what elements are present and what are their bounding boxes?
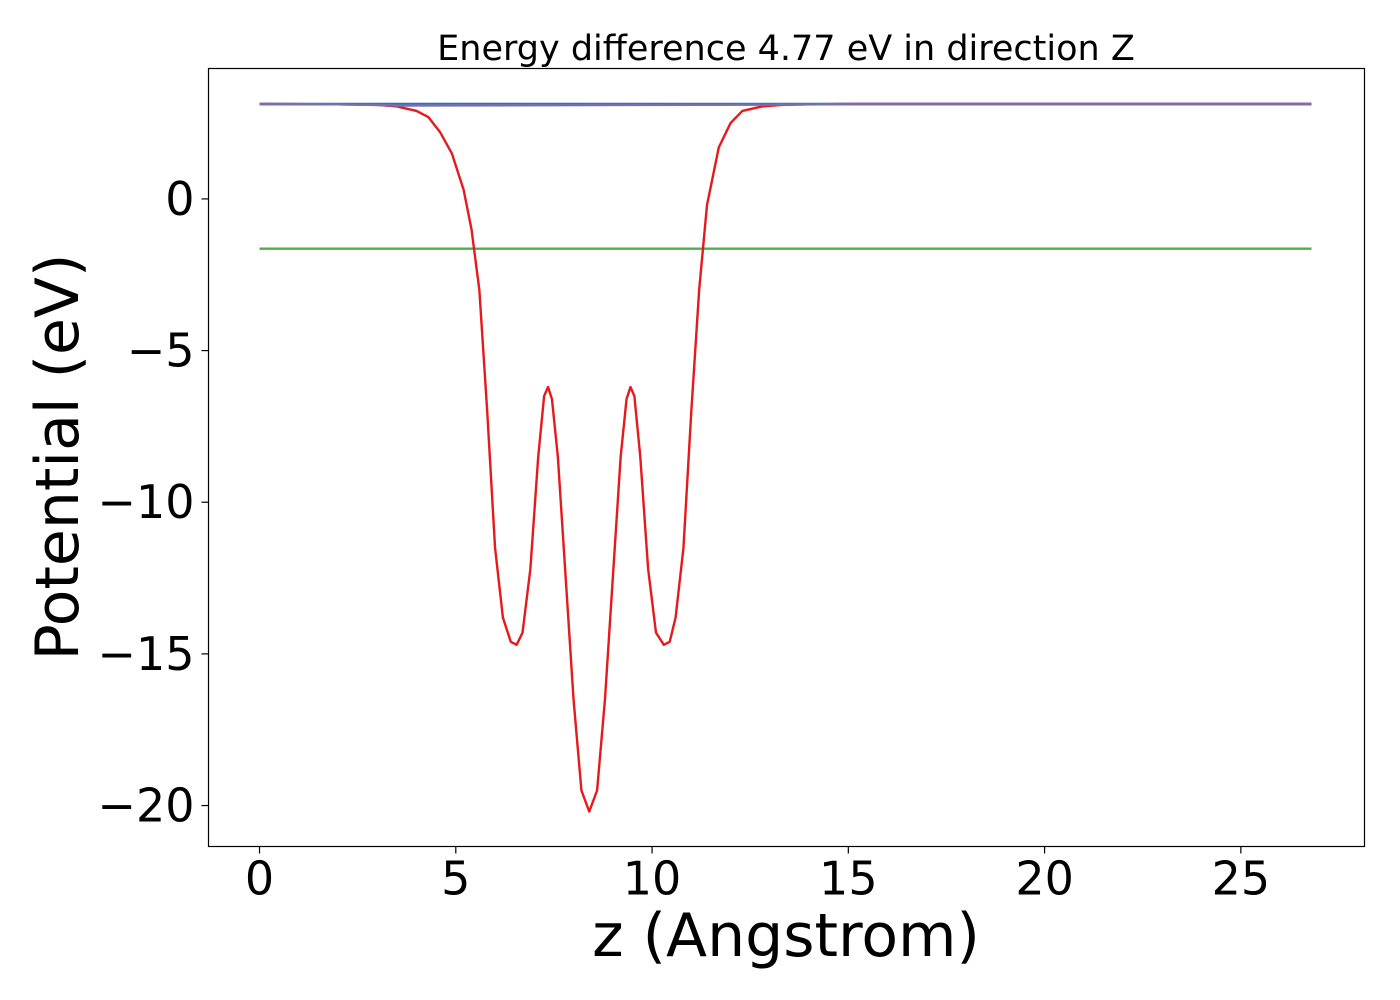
x-tick-label: 5 bbox=[441, 852, 470, 906]
x-tick-label: 0 bbox=[245, 852, 274, 906]
y-axis-label: Potential (eV) bbox=[23, 254, 93, 661]
y-tick-label: −20 bbox=[97, 779, 194, 833]
x-tick-label: 15 bbox=[819, 852, 878, 906]
plot-frame bbox=[207, 67, 1366, 848]
x-axis-label: z (Angstrom) bbox=[592, 901, 980, 971]
x-axis: 0 5 10 15 20 25 bbox=[245, 846, 1271, 906]
x-tick-label: 10 bbox=[623, 852, 682, 906]
y-tick-label: −15 bbox=[97, 627, 194, 681]
series-line-3 bbox=[259, 102, 1312, 813]
y-axis: 0 −5 −10 −15 −20 bbox=[97, 172, 209, 833]
chart-title: Energy difference 4.77 eV in direction Z bbox=[437, 29, 1135, 69]
y-tick-label: 0 bbox=[165, 172, 194, 226]
y-tick-label: −10 bbox=[97, 475, 194, 529]
y-tick-label: −5 bbox=[127, 324, 195, 378]
x-tick-label: 20 bbox=[1015, 852, 1074, 906]
plot-area bbox=[259, 102, 1312, 813]
x-tick-label: 25 bbox=[1212, 852, 1271, 906]
series-line-4 bbox=[259, 102, 1312, 107]
